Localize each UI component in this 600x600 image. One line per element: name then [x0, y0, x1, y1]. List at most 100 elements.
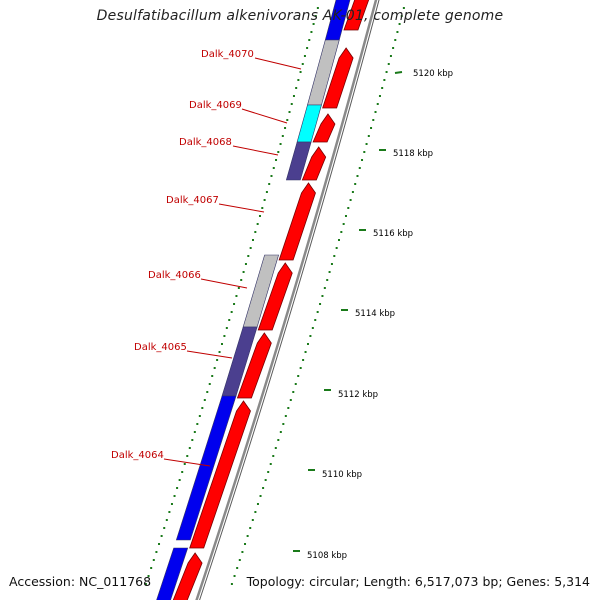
inner-tick-dot — [203, 399, 206, 401]
outer-tick-dot — [392, 47, 395, 49]
inner-tick-dot — [268, 183, 271, 185]
outer-tick-dot — [282, 423, 285, 425]
outer-tick-dot — [264, 479, 267, 481]
inner-tick-dot — [240, 279, 243, 281]
outer-tick-dot — [246, 535, 249, 537]
inner-tick-dot — [256, 223, 259, 225]
inner-tick-dot — [213, 367, 216, 369]
outer-tick-dot — [349, 199, 352, 201]
outer-tick-dot — [287, 407, 290, 409]
inner-tick-dot — [168, 511, 171, 513]
kbp-tick: 5110 kbp — [308, 469, 362, 480]
outer-tick-dot — [400, 15, 403, 17]
inner-tick-dot — [249, 247, 252, 249]
outer-tick-dot — [354, 183, 357, 185]
inner-tick-dot — [275, 159, 278, 161]
kbp-tick-label: 5112 kbp — [338, 390, 378, 400]
inner-tick-dot — [225, 327, 228, 329]
leader-line — [232, 145, 279, 156]
kbp-tick-label: 5108 kbp — [307, 551, 347, 561]
outer-tick-dot — [230, 583, 233, 585]
inner-tick-dot — [310, 31, 313, 33]
outer-tick-dot — [340, 231, 343, 233]
inner-tick-dot — [301, 63, 304, 65]
inner-tick-dot — [211, 375, 214, 377]
outer-tick-dot — [233, 575, 236, 577]
outer-tick-dot — [333, 255, 336, 257]
inner-tick-dot — [176, 487, 179, 489]
inner-tick-dot — [299, 71, 302, 73]
kbp-ticks: 5120 kbp 5118 kbp 5116 kbp 5114 kbp 5112… — [293, 69, 453, 561]
reverse-gene-block — [285, 141, 312, 181]
inner-tick-dot — [228, 319, 231, 321]
outer-tick-dot — [299, 367, 302, 369]
leader-line — [254, 57, 302, 70]
outer-tick-dot — [297, 375, 300, 377]
gene-label-dalk-4064: Dalk_4064 — [111, 450, 164, 461]
outer-tick-dot — [306, 343, 309, 345]
reverse-gene-block — [156, 547, 189, 600]
map-title: Desulfatibacillum alkenivorans AK-01, co… — [96, 8, 504, 24]
inner-tick-dot — [206, 391, 209, 393]
outer-tick-dot — [269, 463, 272, 465]
inner-tick-dot — [223, 335, 226, 337]
outer-tick-dot — [272, 455, 275, 457]
outer-tick-dot — [358, 167, 361, 169]
inner-tick-dot — [265, 191, 268, 193]
kbp-tick: 5120 kbp — [394, 69, 453, 79]
kbp-tick: 5118 kbp — [379, 149, 433, 159]
outer-tick-dot — [256, 503, 259, 505]
inner-tick-ruler — [144, 7, 319, 585]
inner-tick-dot — [196, 423, 199, 425]
outer-tick-dot — [394, 39, 397, 41]
outer-tick-dot — [363, 151, 366, 153]
outer-tick-dot — [251, 519, 254, 521]
inner-tick-dot — [288, 111, 291, 113]
outer-tick-dot — [323, 287, 326, 289]
forward-strand-track — [172, 0, 370, 600]
outer-tick-dot — [236, 567, 239, 569]
inner-tick-dot — [316, 7, 319, 9]
outer-tick-dot — [267, 471, 270, 473]
outer-tick-dot — [378, 95, 381, 97]
outer-tick-dot — [361, 159, 364, 161]
outer-tick-dot — [347, 207, 350, 209]
inner-tick-dot — [147, 575, 150, 577]
inner-tick-dot — [272, 167, 275, 169]
outer-tick-dot — [370, 127, 373, 129]
inner-tick-dot — [193, 431, 196, 433]
inner-tick-dot — [290, 103, 293, 105]
leader-line — [241, 108, 288, 124]
outer-tick-dot — [335, 247, 338, 249]
inner-tick-dot — [191, 439, 194, 441]
outer-tick-dot — [398, 23, 401, 25]
forward-gene-arrow — [189, 400, 251, 549]
outer-tick-dot — [365, 143, 368, 145]
forward-gene-arrow — [312, 113, 336, 143]
inner-tick-dot — [277, 151, 280, 153]
inner-tick-dot — [230, 311, 233, 313]
outer-tick-dot — [292, 391, 295, 393]
inner-tick-dot — [216, 359, 219, 361]
gene-label-dalk-4070: Dalk_4070 — [201, 49, 254, 60]
inner-tick-dot — [308, 39, 311, 41]
inner-tick-dot — [201, 407, 204, 409]
inner-tick-dot — [279, 143, 282, 145]
inner-tick-dot — [306, 47, 309, 49]
kbp-tick-label: 5118 kbp — [393, 149, 433, 159]
inner-tick-dot — [165, 519, 168, 521]
kbp-tick: 5112 kbp — [324, 389, 378, 400]
outer-tick-dot — [309, 335, 312, 337]
inner-tick-dot — [183, 463, 186, 465]
forward-gene-arrow — [343, 0, 370, 31]
outer-tick-dot — [381, 87, 384, 89]
outer-tick-dot — [374, 111, 377, 113]
outer-tick-dot — [326, 279, 329, 281]
inner-tick-dot — [242, 271, 245, 273]
outer-tick-dot — [249, 527, 252, 529]
outer-tick-dot — [344, 215, 347, 217]
inner-tick-dot — [181, 471, 184, 473]
inner-tick-dot — [188, 447, 191, 449]
inner-tick-dot — [144, 583, 147, 585]
outer-tick-dot — [262, 487, 265, 489]
